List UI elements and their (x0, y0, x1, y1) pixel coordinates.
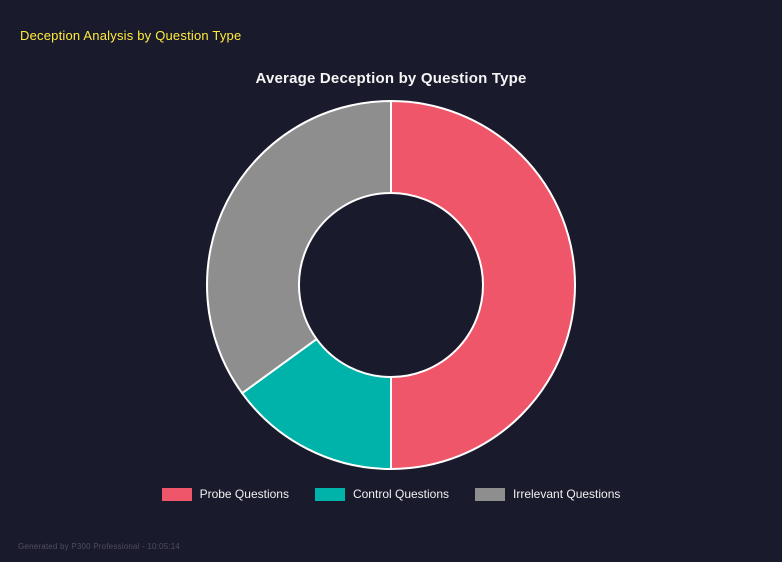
legend-item-0[interactable]: Probe Questions (161, 487, 289, 501)
donut-segment-1[interactable] (241, 338, 392, 470)
donut-chart-svg (206, 100, 576, 470)
legend-swatch (161, 487, 192, 501)
donut-chart-container: Average Deception by Question Type Probe… (0, 70, 782, 501)
donut-segment-2[interactable] (206, 100, 392, 395)
legend-label: Irrelevant Questions (513, 487, 621, 501)
legend-swatch (475, 487, 506, 501)
legend-label: Probe Questions (199, 487, 289, 501)
legend-label: Control Questions (352, 487, 450, 501)
donut-chart (203, 97, 579, 473)
footer-text: Generated by P300 Professional - 10:05:1… (18, 542, 181, 551)
legend-item-2[interactable]: Irrelevant Questions (475, 487, 620, 501)
legend-item-1[interactable]: Control Questions (314, 487, 450, 501)
chart-legend: Probe Questions Control Questions Irreleva… (161, 487, 620, 501)
legend-swatch (314, 487, 345, 501)
page-title: Deception Analysis by Question Type (20, 28, 242, 43)
chart-title: Average Deception by Question Type (255, 70, 527, 87)
donut-segment-0[interactable] (390, 100, 576, 470)
